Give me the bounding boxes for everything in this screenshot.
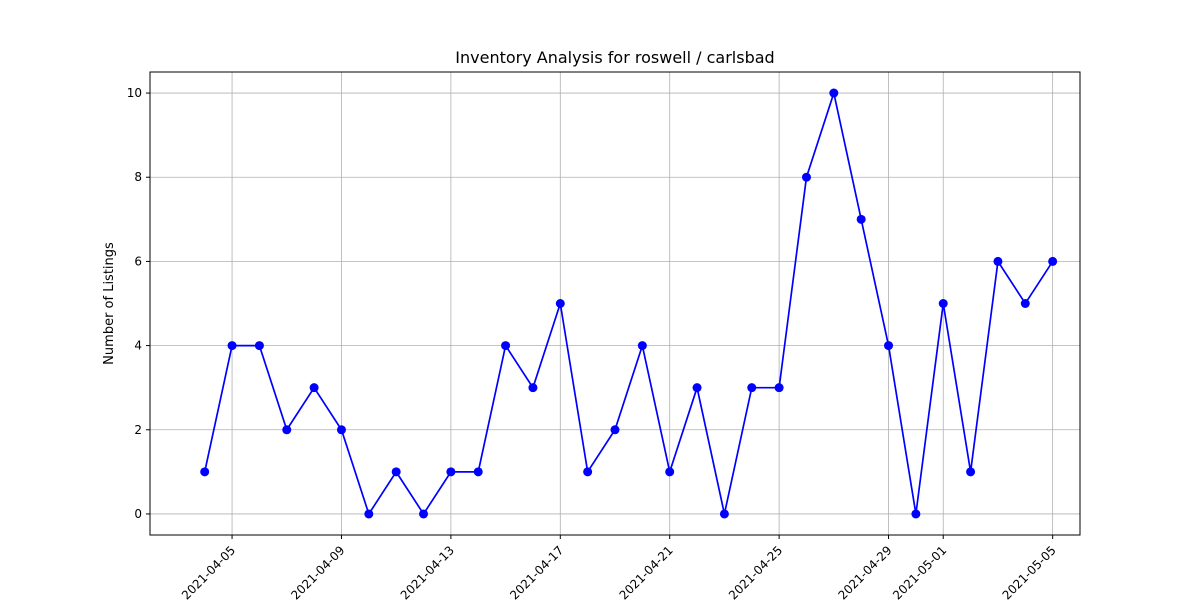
data-point [200, 467, 210, 477]
y-tick-label: 0 [134, 507, 142, 521]
data-point [254, 341, 264, 351]
data-point [966, 467, 976, 477]
data-point [993, 256, 1003, 266]
data-point [856, 214, 866, 224]
data-point [419, 509, 429, 519]
data-point [801, 172, 811, 182]
series-layer [200, 88, 1058, 519]
y-tick-label: 10 [127, 86, 142, 100]
data-point [610, 425, 620, 435]
data-point [1048, 256, 1058, 266]
data-point [692, 383, 702, 393]
data-point [364, 509, 374, 519]
x-axis-ticks: 2021-04-05 2021-04-09 2021-04-13 2021-04-17… [179, 535, 1059, 602]
data-point [1020, 299, 1030, 308]
data-point [227, 341, 237, 351]
data-point [282, 425, 292, 435]
data-point [446, 467, 456, 477]
x-tick-label: 2021-05-05 [1000, 543, 1059, 600]
x-tick-label: 2021-04-05 [179, 543, 238, 600]
data-point [884, 341, 894, 351]
data-point [391, 467, 401, 477]
y-tick-label: 8 [134, 170, 142, 184]
data-point [583, 467, 593, 477]
x-tick-label: 2021-04-29 [835, 543, 894, 600]
data-point [555, 299, 565, 308]
data-point [719, 509, 729, 519]
x-tick-label: 2021-04-13 [398, 543, 457, 600]
data-point [938, 299, 948, 308]
data-point [473, 467, 483, 477]
data-point [336, 425, 346, 435]
chart-title: Inventory Analysis for roswell / carlsba… [455, 48, 774, 67]
x-tick-label: 2021-05-01 [890, 543, 949, 600]
x-tick-label: 2021-04-21 [617, 543, 676, 600]
data-point [774, 383, 784, 393]
y-tick-label: 6 [134, 254, 142, 268]
data-point [501, 341, 511, 351]
x-tick-label: 2021-04-09 [288, 543, 347, 600]
data-point [665, 467, 675, 477]
y-axis-ticks: 0 2 4 6 8 10 [127, 86, 150, 521]
data-point [911, 509, 921, 519]
data-point [829, 88, 839, 98]
data-point [528, 383, 538, 393]
y-tick-label: 4 [134, 339, 142, 353]
y-tick-label: 2 [134, 423, 142, 437]
data-point [637, 341, 647, 351]
x-tick-label: 2021-04-25 [726, 543, 785, 600]
x-tick-label: 2021-04-17 [507, 543, 566, 600]
y-axis-label: Number of Listings [102, 242, 117, 365]
data-point [747, 383, 757, 393]
series-line [203, 89, 1054, 516]
data-point [309, 383, 319, 393]
plot-frame [149, 71, 1081, 536]
